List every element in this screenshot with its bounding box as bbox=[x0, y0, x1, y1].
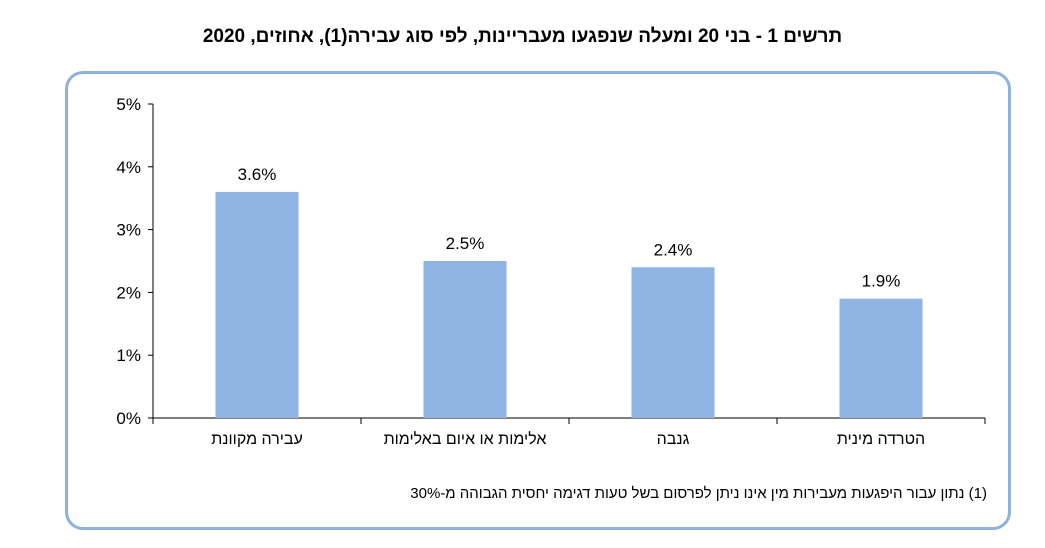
data-label: 2.4% bbox=[654, 240, 693, 259]
x-category-label: אלימות או איום באלימות bbox=[384, 430, 547, 448]
x-category-label: גנבה bbox=[657, 431, 690, 448]
chart-title: תרשים 1 - בני 20 ומעלה שנפגעו מעבריינות,… bbox=[202, 26, 843, 47]
y-tick-label: 4% bbox=[116, 158, 141, 177]
y-tick-label: 3% bbox=[116, 221, 141, 240]
x-category-label: הטרדה מינית bbox=[837, 431, 925, 448]
y-tick-label: 5% bbox=[116, 95, 141, 114]
data-label: 2.5% bbox=[446, 234, 485, 253]
data-label: 3.6% bbox=[238, 165, 277, 184]
bar bbox=[839, 298, 923, 418]
footnote: (1) נתון עבור היפגעות מעבירות מין אינו נ… bbox=[410, 485, 987, 502]
bar bbox=[423, 261, 507, 418]
bar bbox=[631, 267, 715, 418]
data-label: 1.9% bbox=[862, 272, 901, 291]
y-tick-label: 0% bbox=[116, 409, 141, 428]
y-tick-label: 1% bbox=[116, 346, 141, 365]
bar bbox=[215, 191, 299, 418]
y-tick-label: 2% bbox=[116, 283, 141, 302]
x-category-label: עבירה מקוונת bbox=[211, 431, 303, 448]
